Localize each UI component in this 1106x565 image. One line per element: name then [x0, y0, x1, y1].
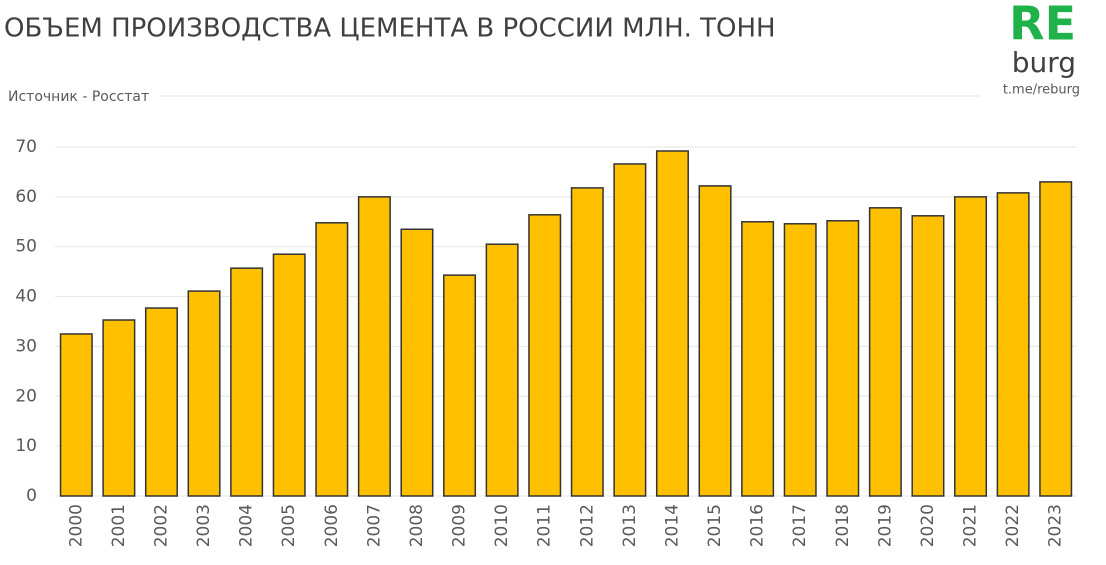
bar [230, 267, 264, 497]
x-tick-label: 2009 [450, 504, 470, 547]
bar [485, 243, 519, 497]
x-tick-label: 2006 [322, 504, 342, 547]
y-tick-label: 20 [15, 386, 37, 406]
bar [783, 223, 817, 497]
bar [187, 290, 221, 497]
x-tick-label: 2005 [279, 504, 299, 547]
chart-title: ОБЪЕМ ПРОИЗВОДСТВА ЦЕМЕНТА В РОССИИ МЛН.… [4, 14, 776, 44]
x-tick-label: 2007 [364, 504, 384, 547]
logo-mark: RE [1009, 0, 1076, 51]
bar [698, 185, 732, 497]
bar [443, 274, 477, 497]
x-tick-label: 2022 [1003, 504, 1023, 547]
x-tick-label: 2008 [407, 504, 427, 547]
x-tick-label: 2020 [918, 504, 938, 547]
bar [741, 221, 775, 497]
bar [826, 220, 860, 497]
subtitle: Источник - Росстат [8, 89, 149, 105]
y-tick-label: 0 [26, 486, 37, 506]
x-tick-label: 2012 [577, 504, 597, 547]
bar [911, 215, 945, 497]
y-tick-label: 50 [15, 237, 37, 257]
y-tick-label: 10 [15, 436, 37, 456]
bar [102, 319, 136, 497]
x-tick-label: 2021 [961, 504, 981, 547]
bar [59, 333, 93, 497]
x-tick-label: 2019 [875, 504, 895, 547]
bar [1039, 181, 1073, 497]
logo-name: burg [1012, 46, 1076, 79]
y-tick-label: 40 [15, 287, 37, 307]
bar [996, 192, 1030, 497]
x-tick-label: 2017 [790, 504, 810, 547]
bar [570, 187, 604, 497]
bar [868, 207, 902, 497]
y-tick-label: 60 [15, 187, 37, 207]
x-tick-label: 2010 [492, 504, 512, 547]
bar [954, 196, 988, 497]
bar [400, 228, 434, 497]
x-tick-label: 2003 [194, 504, 214, 547]
bar [613, 163, 647, 497]
bar [144, 307, 178, 497]
x-tick-label: 2018 [833, 504, 853, 547]
x-tick-label: 2014 [662, 504, 682, 547]
bar [315, 222, 349, 497]
y-tick-label: 30 [15, 336, 37, 356]
logo-link: t.me/reburg [1003, 83, 1080, 98]
y-tick-label: 70 [15, 137, 37, 157]
x-tick-label: 2001 [109, 504, 129, 547]
x-tick-label: 2000 [66, 504, 86, 547]
x-tick-label: 2013 [620, 504, 640, 547]
x-tick-label: 2002 [151, 504, 171, 547]
bar [357, 196, 391, 497]
bar [272, 253, 306, 497]
x-tick-label: 2023 [1046, 504, 1066, 547]
x-tick-label: 2015 [705, 504, 725, 547]
bar [528, 214, 562, 497]
x-tick-label: 2004 [237, 504, 257, 547]
x-tick-label: 2016 [748, 504, 768, 547]
bar [655, 150, 689, 497]
x-tick-label: 2011 [535, 504, 555, 547]
